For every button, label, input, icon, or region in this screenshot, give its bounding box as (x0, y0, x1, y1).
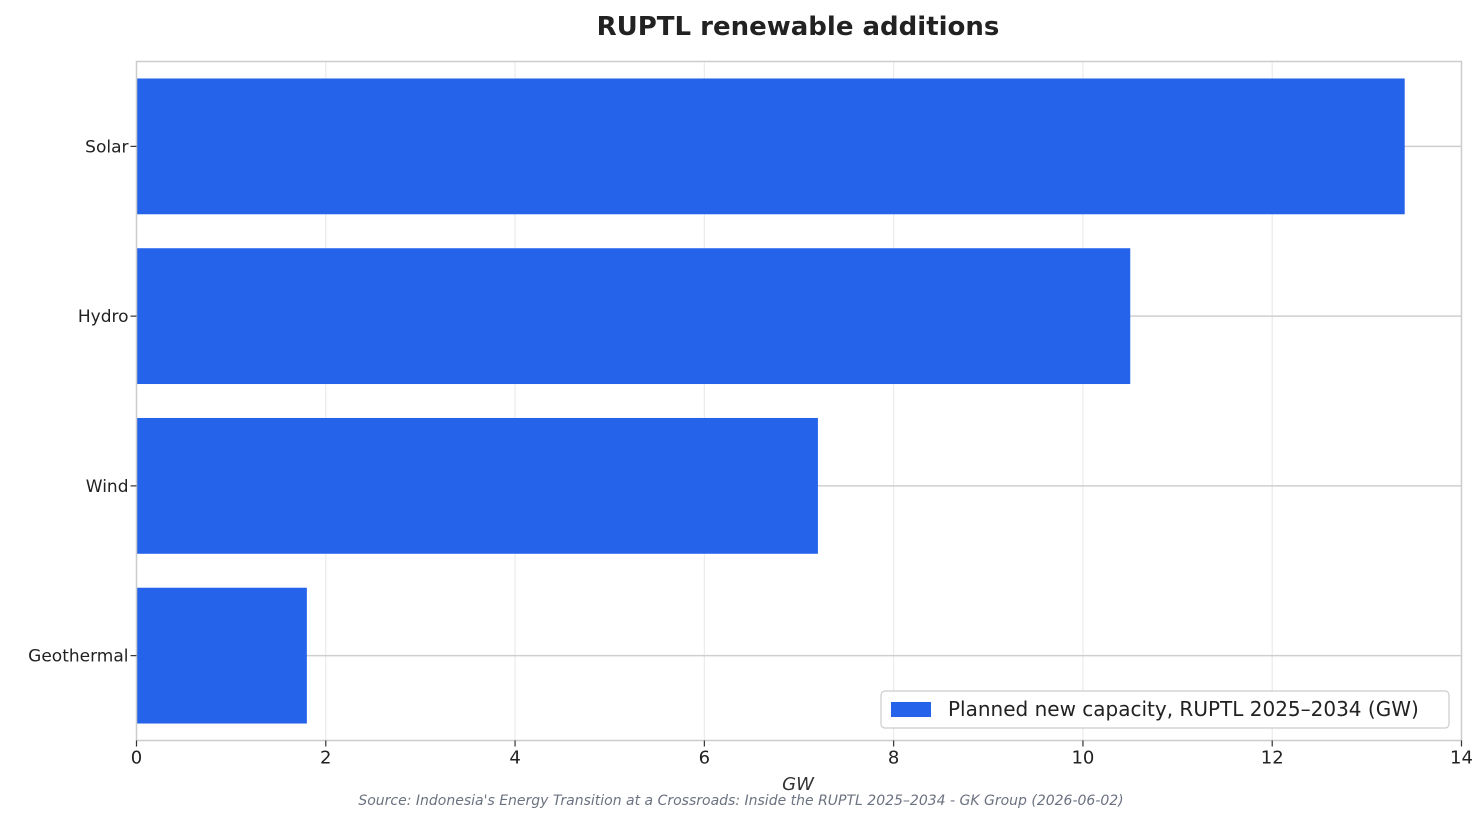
bar-hydro (136, 248, 1131, 385)
x-axis-label: GW (782, 774, 815, 795)
y-category-label: Hydro (78, 307, 129, 327)
legend-swatch (891, 702, 931, 717)
x-tick-label: 6 (699, 748, 710, 769)
x-tick-label: 14 (1450, 748, 1473, 769)
legend-label: Planned new capacity, RUPTL 2025–2034 (G… (948, 697, 1419, 721)
x-tick-label: 10 (1071, 748, 1094, 769)
bars (136, 78, 1405, 724)
y-category-label: Wind (86, 477, 129, 497)
x-tick-label: 8 (888, 748, 899, 769)
legend: Planned new capacity, RUPTL 2025–2034 (G… (880, 690, 1450, 729)
source-note: Source: Indonesia's Energy Transition at… (358, 793, 1123, 809)
x-tick-label: 2 (320, 748, 331, 769)
x-tick-label: 12 (1261, 748, 1284, 769)
x-tick-label: 0 (131, 748, 142, 769)
x-axis-ticks: 0 2 4 6 8 10 12 14 (131, 740, 1473, 769)
x-tick-label: 4 (509, 748, 520, 769)
y-category-label: Geothermal (28, 647, 128, 667)
y-axis-categories: Solar Hydro Wind Geothermal (28, 137, 137, 667)
legend-box (880, 690, 1450, 729)
bar-solar (136, 78, 1405, 215)
y-category-label: Solar (85, 137, 128, 157)
chart-title: RUPTL renewable additions (597, 12, 1000, 42)
bar-geothermal (136, 587, 307, 724)
plot-frame (135, 60, 1463, 742)
bar-wind (136, 417, 818, 554)
